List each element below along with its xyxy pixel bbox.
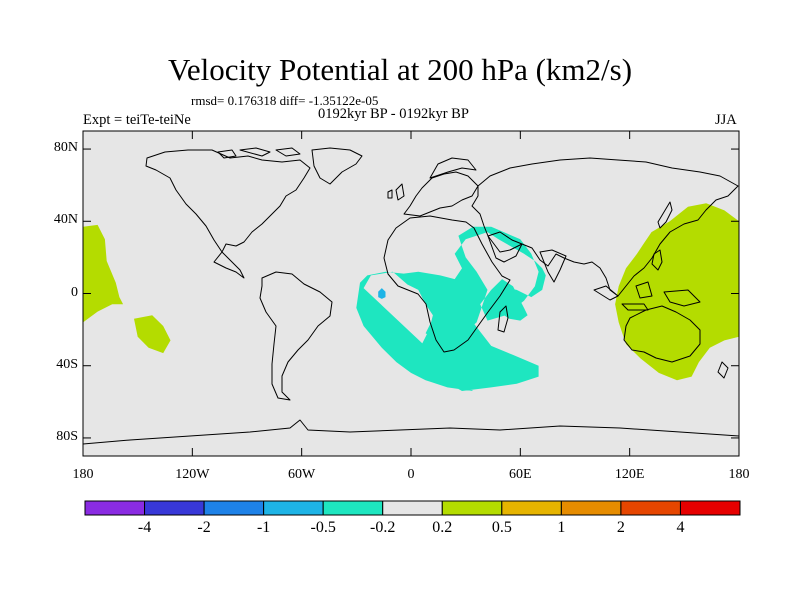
coastlines	[83, 147, 739, 445]
coast-africa	[383, 215, 511, 353]
colorbar-label: -1	[256, 519, 271, 536]
lat-label-40s: 40S	[56, 356, 78, 372]
anomaly-region-west-africa-core-negative	[378, 288, 386, 299]
season-label: JJA	[715, 112, 737, 128]
stats-line: rmsd= 0.176318 diff= -1.35122e-05	[191, 93, 379, 108]
coast-asia	[471, 157, 739, 297]
colorbar-label: 4	[676, 519, 685, 536]
colorbar-swatch	[679, 500, 741, 516]
coast-new-zealand	[717, 361, 729, 379]
coast-greenland	[311, 147, 363, 185]
colorbar-label: 0.5	[491, 519, 512, 536]
colorbar-swatch	[263, 500, 324, 516]
colorbar-label: -4	[137, 519, 152, 536]
lon-label-180e: 180	[728, 467, 750, 482]
colorbar-label: -0.2	[370, 519, 396, 536]
coast-scandinavia	[429, 157, 477, 179]
anomaly-region-east-pacific-positive	[83, 224, 124, 323]
plot-title: Velocity Potential at 200 hPa (km2/s)	[167, 52, 633, 87]
colorbar-swatch	[501, 500, 562, 516]
anomaly-region-south-pacific-positive	[134, 315, 171, 354]
colorbar-swatch	[441, 500, 503, 516]
lon-label-120w: 120W	[175, 467, 210, 482]
colorbar-swatch	[144, 500, 205, 516]
lon-label-180w: 180	[72, 467, 94, 482]
axis-ticks	[82, 131, 740, 456]
colorbar-swatch	[382, 500, 443, 516]
lon-label-120e: 120E	[614, 467, 645, 482]
colorbar	[84, 500, 741, 516]
colorbar-swatch	[203, 500, 265, 516]
lon-label-60w: 60W	[288, 467, 316, 482]
lon-label-60e: 60E	[509, 467, 532, 482]
period-label: 0192kyr BP - 0192kyr BP	[318, 106, 469, 122]
coast-europe	[403, 171, 479, 217]
lat-label-80n: 80N	[53, 140, 78, 156]
colorbar-label: -2	[197, 519, 211, 536]
coast-madagascar	[497, 305, 509, 333]
lon-label-0: 0	[407, 467, 415, 482]
anomaly-region-west-pacific-positive	[615, 203, 739, 381]
coast-india	[539, 249, 567, 283]
coast-north-america	[145, 149, 311, 279]
colorbar-swatch	[620, 500, 681, 516]
colorbar-label: 0.2	[432, 519, 453, 536]
coast-australia	[623, 305, 701, 363]
coast-british-isles	[387, 183, 405, 201]
coast-antarctica	[83, 419, 739, 445]
colorbar-label: -0.5	[310, 519, 336, 536]
coast-philippines	[651, 249, 663, 271]
colorbar-swatch	[322, 500, 384, 516]
experiment-label: Expt = teiTe-teiNe	[83, 112, 191, 128]
coast-arabia	[487, 231, 523, 263]
coast-south-america	[259, 271, 333, 401]
colorbar-swatch	[560, 500, 622, 516]
anomaly-region-atlantic-africa-indian-negative	[356, 226, 546, 391]
lat-label-40n: 40N	[53, 212, 78, 228]
coast-japan	[657, 201, 673, 229]
lat-label-0: 0	[71, 284, 78, 300]
coast-arctic-islands	[217, 147, 301, 159]
colorbar-swatch	[84, 500, 146, 516]
anomaly-shading	[83, 203, 739, 391]
lat-label-80s: 80S	[56, 428, 78, 444]
colorbar-label: 1	[557, 519, 566, 536]
colorbar-label: 2	[616, 519, 625, 536]
